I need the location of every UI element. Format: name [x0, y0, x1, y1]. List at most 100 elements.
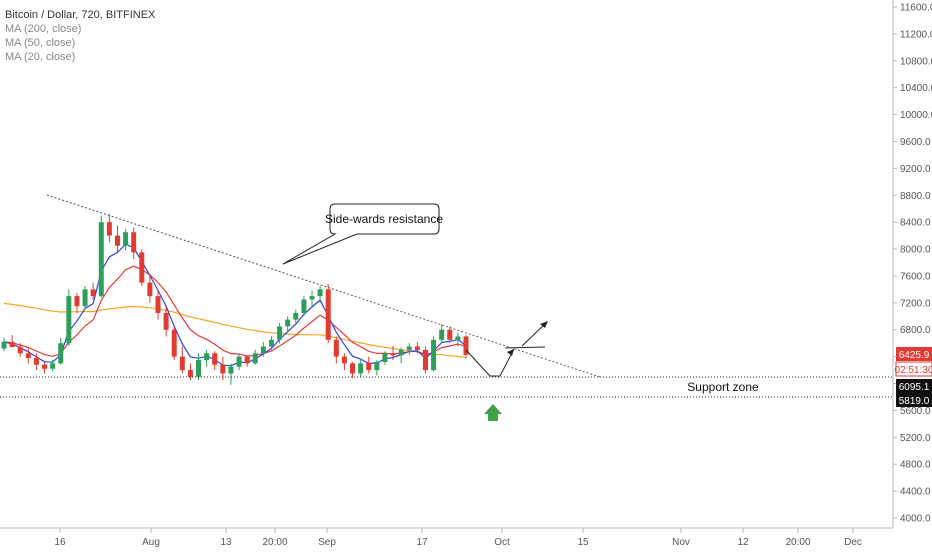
countdown-tag: [895, 361, 932, 377]
candle-body: [341, 356, 347, 364]
candle-body: [74, 296, 80, 307]
candle-body: [163, 312, 169, 330]
ma-200-label[interactable]: MA (200, close): [5, 23, 82, 35]
candle-body: [455, 336, 461, 340]
last-price-label: 6425.9: [899, 350, 930, 361]
x-tick-label: 13: [220, 537, 232, 548]
candles: [1, 214, 469, 385]
y-tick-label: 7200.0: [900, 298, 931, 309]
projection-path[interactable]: [465, 348, 515, 377]
y-tick-label: 10000.0: [900, 110, 932, 121]
candle-body: [1, 341, 7, 349]
ma-200-line: [3, 302, 467, 359]
ma-50-line: [3, 265, 467, 357]
breakout-arrowhead: [540, 321, 548, 328]
candle-body: [33, 357, 39, 365]
support-bottom-tag: [896, 393, 932, 407]
y-tick-label: 4000.0: [900, 514, 931, 525]
candle-body: [382, 353, 388, 363]
candle-body: [123, 232, 129, 246]
candle-body: [220, 364, 226, 374]
candle-body: [301, 299, 307, 313]
resistance-callout[interactable]: [282, 203, 440, 265]
candle-body: [333, 339, 339, 357]
candle-body: [325, 289, 331, 340]
x-tick-label: 17: [416, 537, 428, 548]
candle-body: [82, 289, 88, 307]
candle-body: [390, 353, 396, 356]
y-tick-label: 9600.0: [900, 137, 931, 148]
moving-averages: [3, 243, 467, 367]
candle-body: [268, 339, 274, 347]
countdown-label: 02:51:30: [895, 365, 932, 376]
support-top-tag: [896, 379, 932, 393]
candle-body: [252, 353, 258, 364]
candle-body: [147, 282, 153, 297]
candle-body: [406, 346, 412, 350]
candle-body: [155, 296, 161, 313]
candle-body: [309, 296, 315, 300]
y-tick-label: 6800.0: [900, 325, 931, 336]
candle-body: [422, 349, 428, 371]
candle-body: [171, 329, 177, 357]
x-tick-label: 20:00: [785, 537, 810, 548]
x-axis-ticks: 16 Aug 13 20:00 Sep 17 Oct 15 Nov 12 20:00 Dec: [54, 528, 862, 548]
candle-body: [204, 353, 210, 360]
x-tick-label: Oct: [494, 537, 510, 548]
candle-body: [358, 363, 364, 374]
candle-body: [139, 252, 145, 283]
y-tick-label: 8800.0: [900, 191, 931, 202]
descending-trendline[interactable]: [46, 194, 601, 378]
candle-body: [398, 349, 404, 356]
breakout-level[interactable]: [504, 346, 546, 349]
y-tick-label: 10800.0: [900, 56, 932, 67]
candle-body: [439, 329, 445, 340]
candle-body: [374, 362, 380, 371]
candle-body: [350, 363, 356, 374]
drawings: Side-wards resistance Support zone: [0, 194, 893, 421]
y-tick-label: 7600.0: [900, 271, 931, 282]
support-bottom-label: 5819.0: [899, 396, 930, 407]
last-price-tag: [896, 347, 932, 361]
candle-body: [98, 222, 104, 297]
candle-body: [66, 296, 72, 344]
x-tick-label: 12: [737, 537, 749, 548]
ma-20-line: [3, 243, 467, 367]
candle-body: [17, 347, 23, 354]
candle-body: [463, 336, 469, 355]
x-tick-label: Aug: [142, 537, 160, 548]
candle-body: [42, 364, 48, 369]
y-tick-label: 8000.0: [900, 245, 931, 256]
candle-body: [50, 363, 56, 369]
y-tick-label: 11200.0: [900, 29, 932, 40]
candle-body: [114, 235, 120, 246]
x-tick-label: 20:00: [262, 537, 287, 548]
symbol-title[interactable]: Bitcoin / Dollar, 720, BITFINEX: [5, 9, 156, 21]
chart-legend: Bitcoin / Dollar, 720, BITFINEX MA (200,…: [5, 8, 155, 64]
candle-body: [244, 356, 250, 364]
ma-50-label[interactable]: MA (50, close): [5, 37, 76, 49]
up-arrow-icon: [484, 404, 502, 421]
candle-body: [196, 359, 202, 377]
y-tick-label: 5600.0: [900, 406, 931, 417]
callout-text: Side-wards resistance: [325, 212, 443, 226]
candle-body: [277, 326, 283, 340]
candle-body: [9, 341, 15, 348]
candle-body: [236, 356, 242, 367]
price-markers: 6425.9 02:51:30 6095.1 5819.0: [895, 347, 932, 407]
support-zone-label: Support zone: [687, 380, 759, 394]
candle-body: [293, 312, 299, 320]
projection-arrowhead: [507, 349, 514, 356]
candle-body: [260, 346, 266, 354]
ma-20-label[interactable]: MA (20, close): [5, 51, 76, 63]
x-tick-label: Sep: [318, 537, 336, 548]
candle-body: [228, 366, 234, 374]
y-tick-label: 4800.0: [900, 460, 931, 471]
y-tick-label: 8400.0: [900, 218, 931, 229]
candle-body: [25, 353, 31, 358]
y-tick-label: 10400.0: [900, 83, 932, 94]
candle-body: [212, 353, 218, 365]
